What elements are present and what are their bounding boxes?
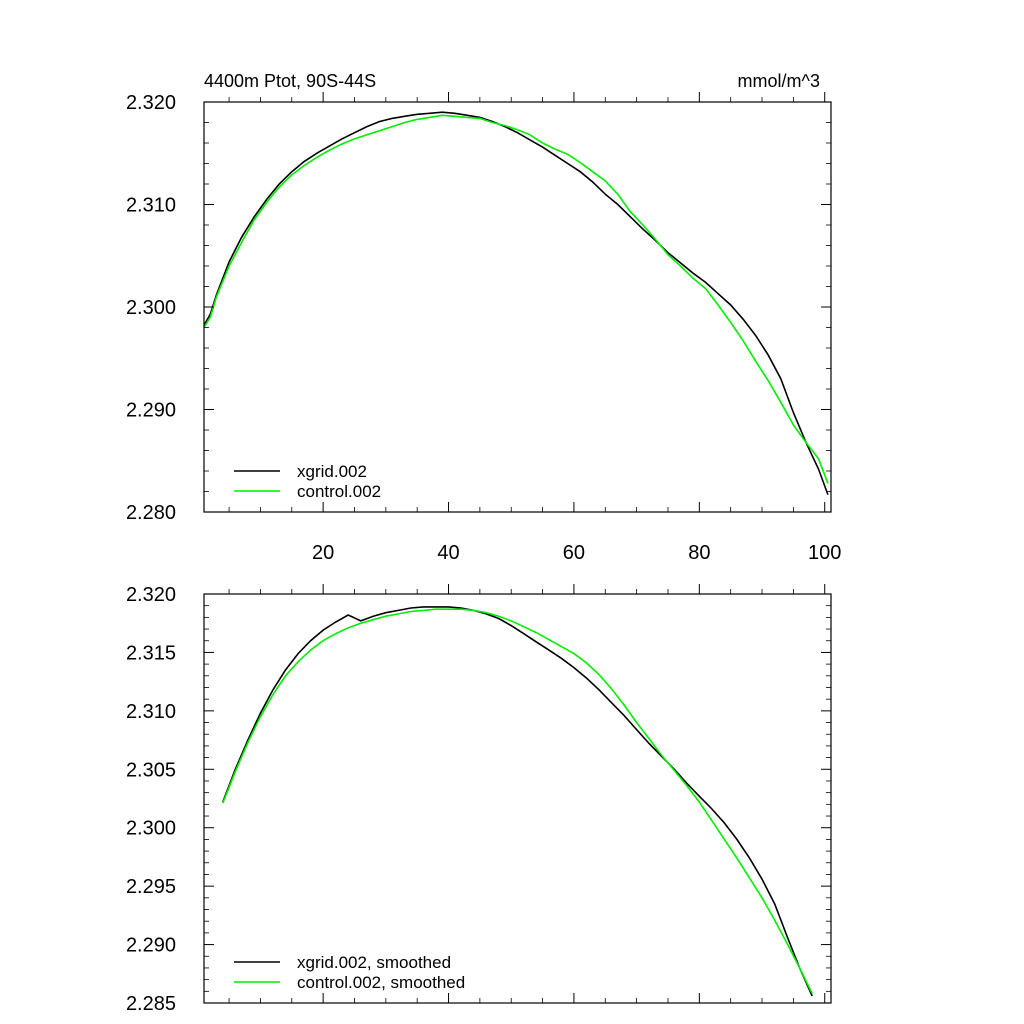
bottom-plot-frame	[203, 593, 832, 1004]
legend-label-xgrid-smoothed: xgrid.002, smoothed	[297, 953, 451, 972]
y-tick-label: 2.300	[126, 818, 176, 840]
y-tick-label: 2.295	[126, 876, 176, 898]
y-tick-label: 2.310	[126, 195, 176, 217]
x-tick-label: 60	[563, 542, 585, 564]
y-tick-label: 2.285	[126, 993, 176, 1015]
y-tick-label: 2.300	[126, 297, 176, 319]
legend-label-control-smoothed: control.002, smoothed	[297, 973, 465, 992]
top-legend: xgrid.002 control.002	[234, 462, 381, 501]
top-ticks-group: 20 40 60 80 100 2.280 2.290 2.300 2.310 2.320	[126, 92, 841, 564]
units-label: mmol/m^3	[738, 71, 820, 91]
series-line-1	[203, 114, 829, 484]
series-line-0	[203, 111, 829, 495]
y-tick-label: 2.315	[126, 642, 176, 664]
bottom-series-group	[222, 606, 813, 997]
chart-title: 4400m Ptot, 90S-44S	[204, 71, 376, 91]
top-series-group	[203, 111, 829, 495]
series-line-0	[222, 606, 813, 997]
bottom-ticks-group: 2.285 2.290 2.295 2.300 2.305 2.310 2.315 2.320	[126, 584, 831, 1015]
legend-label-xgrid: xgrid.002	[297, 462, 367, 481]
y-tick-label: 2.320	[126, 584, 176, 606]
top-plot-frame	[203, 101, 832, 513]
top-panel: 4400m Ptot, 90S-44S mmol/m^3 20 40 60 80 100…	[126, 71, 841, 564]
bottom-panel: 2.285 2.290 2.295 2.300 2.305 2.310 2.315 2.320…	[126, 584, 832, 1015]
x-tick-label: 20	[312, 542, 334, 564]
y-tick-label: 2.290	[126, 935, 176, 957]
y-tick-label: 2.320	[126, 92, 176, 114]
x-tick-label: 80	[688, 542, 710, 564]
bottom-legend: xgrid.002, smoothed control.002, smoothe…	[234, 953, 465, 992]
y-tick-label: 2.290	[126, 400, 176, 422]
series-line-1	[222, 608, 813, 995]
x-tick-label: 100	[808, 542, 841, 564]
x-tick-label: 40	[437, 542, 459, 564]
y-tick-label: 2.280	[126, 502, 176, 524]
y-tick-label: 2.305	[126, 759, 176, 781]
y-tick-label: 2.310	[126, 701, 176, 723]
legend-label-control: control.002	[297, 482, 381, 501]
